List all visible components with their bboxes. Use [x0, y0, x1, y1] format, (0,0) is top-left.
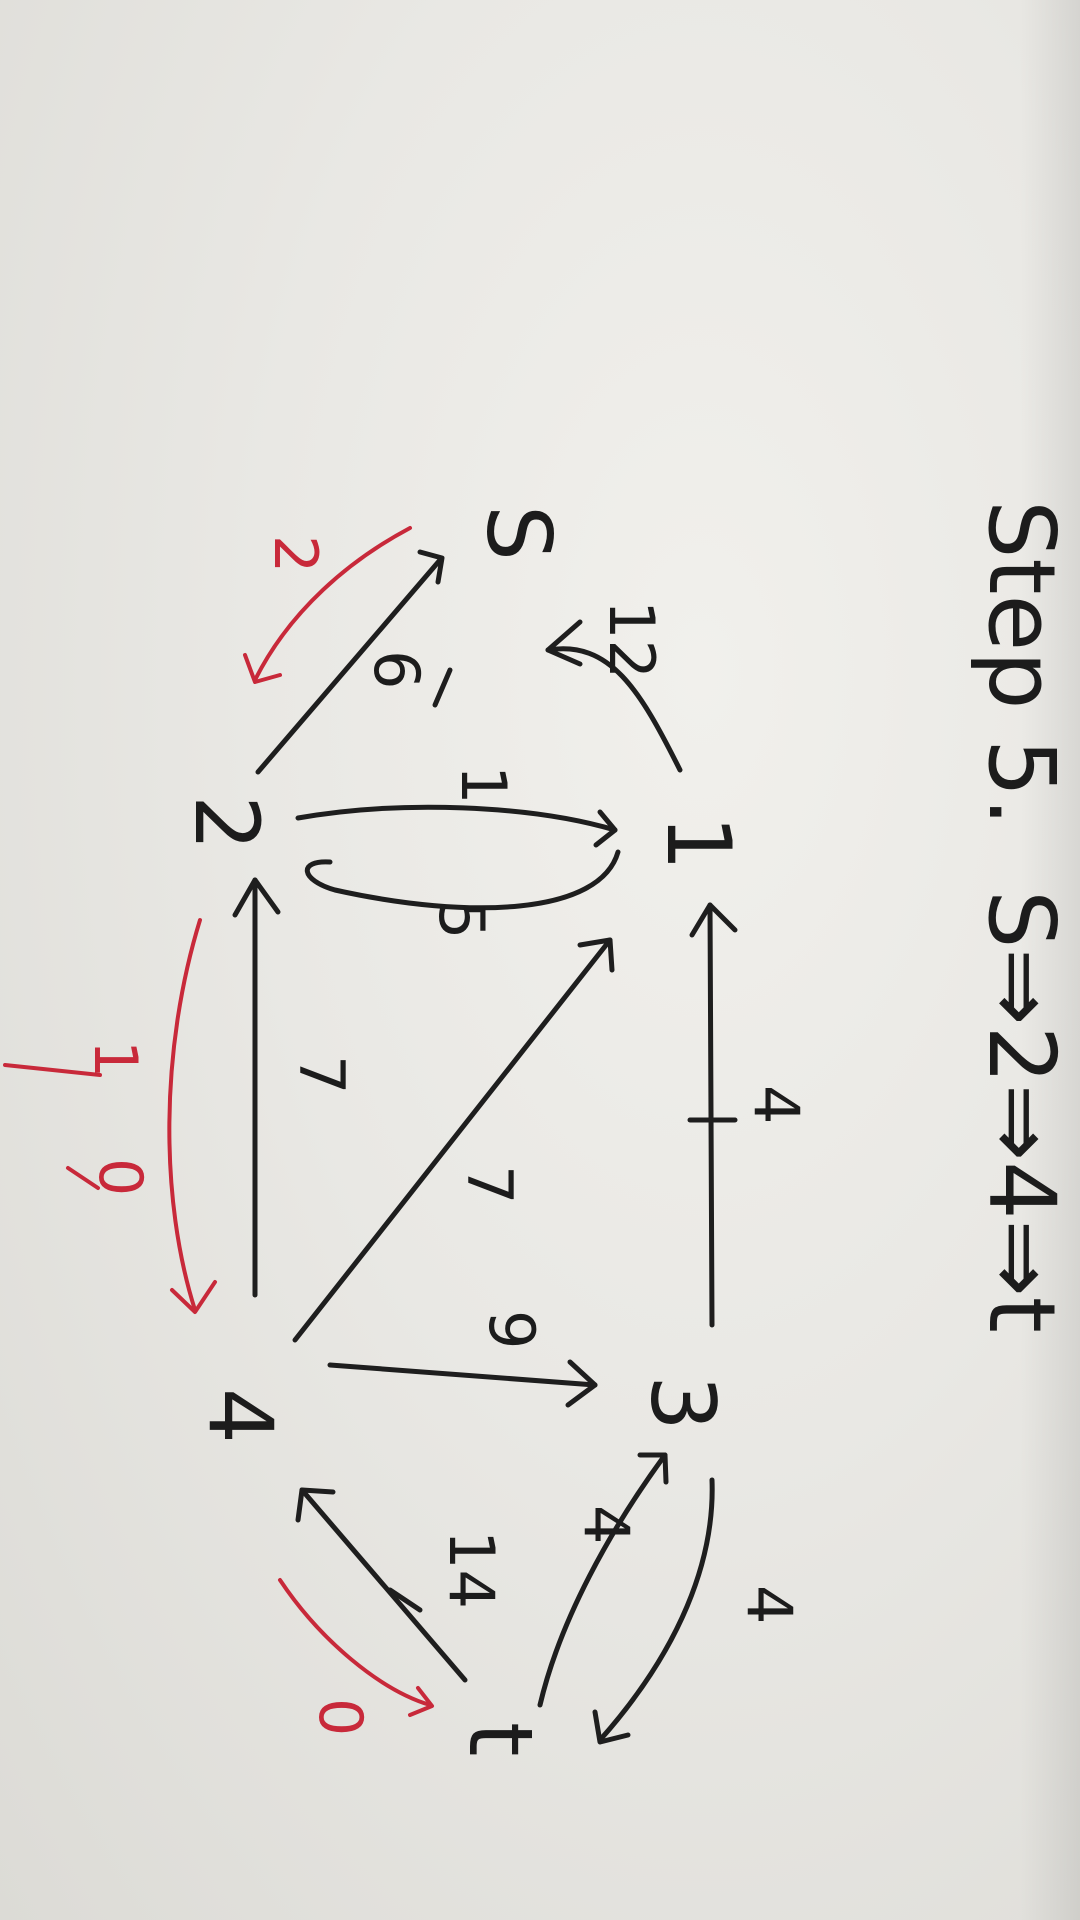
- arrowhead-3: [565, 1359, 598, 1408]
- edge-t-3: [537, 1452, 668, 1708]
- node-s: S: [467, 505, 570, 561]
- weight-3-t: 4: [733, 1585, 806, 1624]
- flow-arrowhead-4-t: [408, 1686, 434, 1717]
- edge-1-2-lower: [304, 849, 621, 911]
- node-labels: S 1 2 3 4 t: [175, 505, 750, 1757]
- flow-label-2-4: 1: [80, 1040, 150, 1078]
- flow-arrow-2-4: [167, 918, 202, 1312]
- arrowhead-4: [295, 1487, 336, 1523]
- weight-1-2: 5: [425, 900, 498, 939]
- tick-t-4: [387, 1587, 423, 1613]
- heading-group: Step 5. S⇒2⇒4⇒t: [968, 500, 1075, 1333]
- edge-4-1: [292, 937, 613, 1343]
- edge-1-s: [545, 646, 683, 773]
- weight-t-3: 4: [570, 1505, 643, 1544]
- arrowhead-1-from-4: [577, 937, 615, 973]
- heading-path: S⇒2⇒4⇒t: [968, 890, 1075, 1333]
- flow-arrowhead-2-4: [170, 1280, 217, 1314]
- weight-2-1: 1: [447, 765, 520, 804]
- weight-1-3: 4: [740, 1085, 813, 1124]
- edges: [232, 549, 738, 1745]
- edge-t-4: [299, 1487, 468, 1683]
- weight-4-3: 9: [475, 1310, 548, 1349]
- flow-label-s-2: 2: [260, 535, 330, 573]
- tick-s-2: [432, 667, 453, 708]
- weight-labels: 12 6 1 5 4 7 7 9 4 4 14: [285, 600, 813, 1624]
- arrowhead-2: [232, 877, 281, 918]
- node-1: 1: [647, 815, 750, 871]
- arrowhead-1: [593, 809, 618, 848]
- edge-2-s: [255, 557, 443, 775]
- flow-label-4-t: 0: [305, 1698, 375, 1736]
- weight-4-t: 14: [435, 1530, 508, 1609]
- arrowhead-1-from-3: [689, 902, 738, 938]
- flow-label-2-4-crossed: 0: [85, 1158, 155, 1196]
- flow-labels: 2 1 0 0: [80, 535, 375, 1736]
- arrowhead-3-from-t: [637, 1452, 669, 1485]
- arrowhead-s: [417, 549, 445, 585]
- flow-arrow-4-t: [278, 1578, 432, 1707]
- node-t: t: [449, 1722, 552, 1757]
- flow-dash-2-4: [3, 1063, 102, 1077]
- paper-shadow: [1020, 0, 1080, 1920]
- node-3: 3: [631, 1375, 734, 1431]
- arrowhead-s-from-1: [545, 619, 583, 667]
- arrowhead-t: [592, 1709, 631, 1745]
- weight-2-4: 7: [285, 1055, 358, 1094]
- flow-markings: [3, 526, 434, 1717]
- flow-arrowhead-s-2: [243, 653, 282, 684]
- heading-step: Step 5.: [968, 500, 1075, 827]
- flow-arrow-s-2: [253, 526, 412, 682]
- strike-mark-2-4: [66, 1166, 100, 1190]
- edge-3-t: [597, 1477, 715, 1743]
- edge-3-1: [707, 902, 715, 1328]
- weight-s-1: 12: [595, 600, 668, 679]
- edge-4-3: [327, 1362, 598, 1388]
- node-2: 2: [175, 795, 278, 851]
- node-4: 4: [189, 1388, 292, 1444]
- edge-2-1-upper: [295, 804, 618, 833]
- weight-s-2: 6: [360, 650, 433, 689]
- weight-1-4: 7: [453, 1165, 526, 1204]
